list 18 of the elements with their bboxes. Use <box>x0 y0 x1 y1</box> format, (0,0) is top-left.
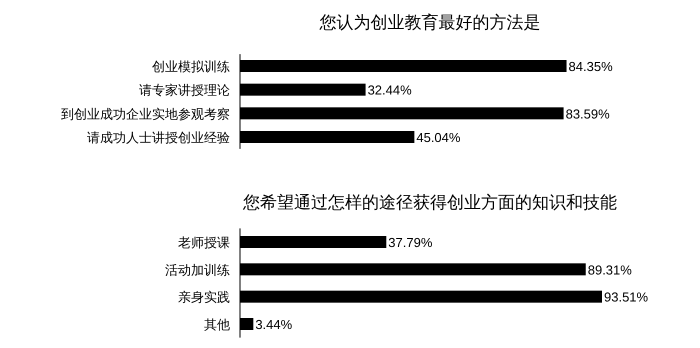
y-tick-label: 请成功人士讲授创业经验 <box>87 130 230 145</box>
y-tick-label: 创业模拟训练 <box>152 59 230 74</box>
data-label: 3.44% <box>255 317 293 332</box>
y-tick-label: 亲身实践 <box>178 290 230 305</box>
chart-title: 您希望通过怎样的途径获得创业方面的知识和技能 <box>242 193 617 212</box>
data-label: 84.35% <box>568 59 614 74</box>
chart-title: 您认为创业教育最好的方法是 <box>318 13 540 32</box>
data-label: 32.44% <box>368 82 412 98</box>
data-label: 37.79% <box>388 235 433 250</box>
data-label: 83.59% <box>566 106 610 122</box>
y-tick-label: 老师授课 <box>178 235 230 250</box>
y-tick-label: 到创业成功企业实地参观考察 <box>61 106 230 122</box>
y-tick-label: 请专家讲授理论 <box>139 82 230 98</box>
y-tick-label: 其他 <box>204 317 230 332</box>
data-label: 45.04% <box>416 130 461 145</box>
data-label: 93.51% <box>604 290 649 305</box>
data-label: 89.31% <box>588 262 632 278</box>
y-tick-label: 活动加训练 <box>165 262 230 278</box>
